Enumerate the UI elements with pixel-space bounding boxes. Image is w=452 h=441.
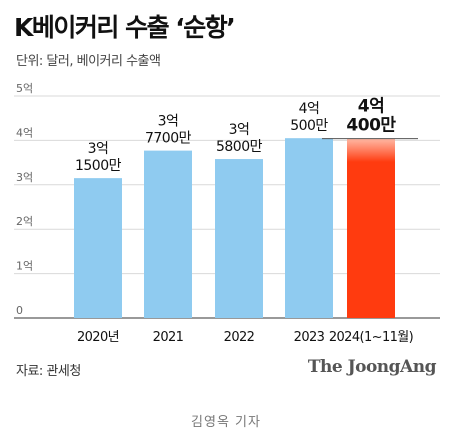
bar — [74, 178, 122, 318]
source-label: 자료: 관세청 — [16, 364, 81, 379]
x-tick-label: 2021 — [153, 330, 184, 345]
data-label: 7700만 — [145, 131, 192, 147]
bar-highlight — [347, 138, 395, 318]
unit-label: 단위: 달러, 베이커리 수출액 — [16, 54, 161, 69]
x-tick-label: 2023 — [294, 330, 325, 345]
data-label: 3억 — [88, 141, 109, 157]
y-tick-label: 1억 — [16, 260, 33, 273]
data-label: 1500만 — [75, 158, 122, 174]
brand-logo: The JoongAng — [307, 357, 437, 377]
data-label: 3억 — [229, 122, 250, 138]
data-label: 5800만 — [216, 139, 263, 155]
x-tick-label: 2022 — [224, 330, 255, 345]
y-tick-label: 0 — [16, 304, 23, 317]
bar — [285, 138, 333, 318]
data-label: 4억 — [358, 97, 384, 117]
data-label: 4억 — [299, 101, 320, 117]
y-tick-label: 5억 — [16, 82, 33, 95]
bar — [215, 159, 263, 318]
x-tick-label: 2020년 — [77, 330, 119, 345]
data-label: 400만 — [346, 116, 396, 136]
x-tick-label: 2024(1~11월) — [329, 330, 413, 345]
bar — [144, 150, 192, 318]
y-tick-label: 2억 — [16, 215, 33, 228]
y-tick-label: 3억 — [16, 171, 33, 184]
byline: 김영옥 기자 — [191, 415, 261, 430]
data-label: 3억 — [158, 114, 179, 130]
y-tick-label: 4억 — [16, 126, 33, 139]
data-label: 500만 — [290, 118, 328, 134]
chart-title: K베이커리 수출 ‘순항’ — [14, 13, 236, 42]
